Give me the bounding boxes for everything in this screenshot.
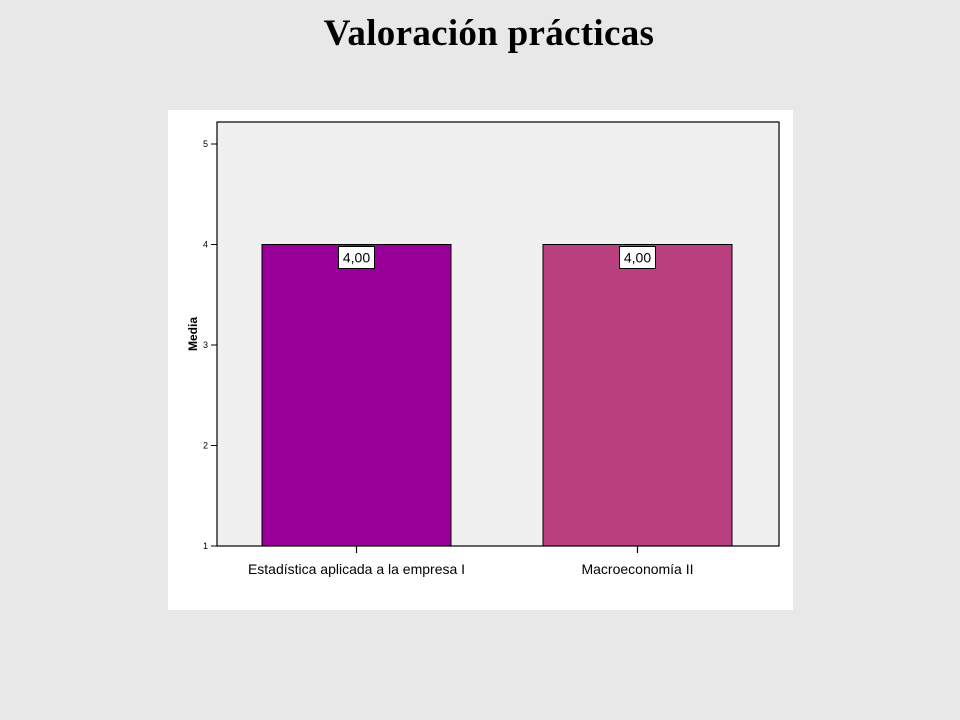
x-tick-label: Macroeconomía II [581,561,693,577]
data-labels-layer: 4,00 4,00 [338,246,656,269]
data-label: 4,00 [624,250,651,266]
y-axis-label: Media [186,317,200,351]
data-label: 4,00 [343,250,370,266]
bar [542,244,733,547]
bars-layer [261,244,733,547]
chart-panel: 1 2 3 4 5 Estadística aplicada a la empresa … [168,110,793,610]
x-axis: Estadística aplicada a la empresa I Macro… [248,546,694,577]
y-tick-label: 3 [203,340,208,350]
bar-chart: 1 2 3 4 5 Estadística aplicada a la empresa … [186,121,780,577]
plot-frame [216,121,780,547]
data-label-box [338,246,375,269]
y-tick-label: 5 [203,139,208,149]
y-tick-label: 4 [203,240,208,250]
y-axis: 1 2 3 4 5 [203,139,217,551]
y-tick-label: 2 [203,441,208,451]
data-label-box [619,246,656,269]
y-tick-label: 1 [203,541,208,551]
x-tick-label: Estadística aplicada a la empresa I [248,561,465,577]
bar [261,244,452,547]
slide-title: Valoración prácticas [323,13,655,54]
